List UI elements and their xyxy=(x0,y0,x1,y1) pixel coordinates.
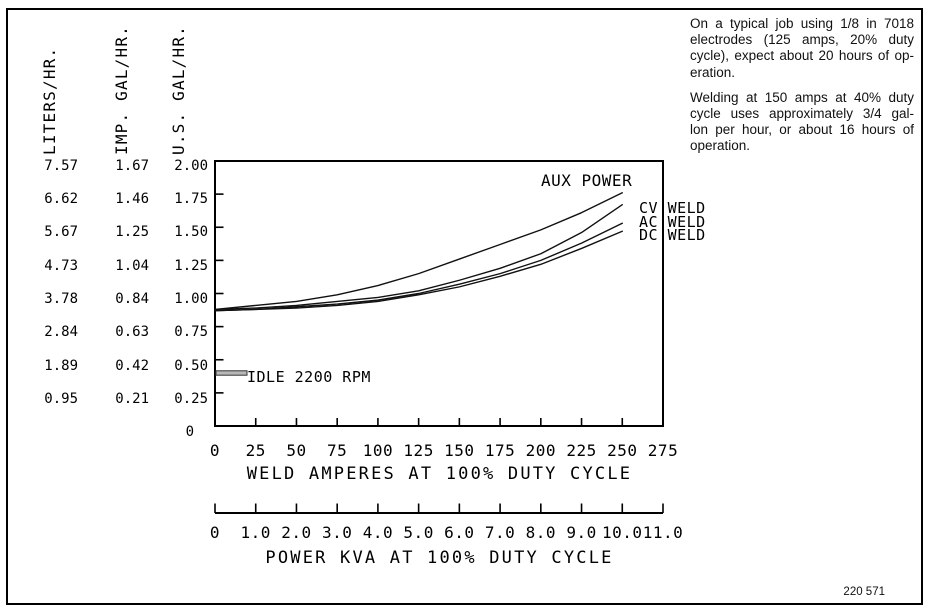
y-tick-value: 0.42 xyxy=(115,357,149,374)
tick-label: 5.0 xyxy=(403,523,434,542)
curve-label-aux-power: AUX POWER xyxy=(541,171,633,190)
curve-label-dc-weld: DC WELD xyxy=(639,225,706,244)
y-tick-value: 3.78 xyxy=(44,290,78,307)
y-tick-value: 1.25 xyxy=(115,224,149,241)
y-tick-value: 1.46 xyxy=(115,190,149,207)
note-line: lon per hour, or about 16 hours of xyxy=(690,122,914,138)
y-tick-value: 1.04 xyxy=(115,257,149,274)
y-tick-value: 1.67 xyxy=(115,157,149,174)
operation-notes: On a typical job using 1/8 in 7018 electr… xyxy=(690,16,914,155)
note-line: operation. xyxy=(690,138,751,154)
y-axis-label-us-gal: U.S. GAL/HR. xyxy=(169,25,188,155)
y-tick-value: 5.67 xyxy=(44,224,78,241)
y-axis-label-imp-gal: IMP. GAL/HR. xyxy=(112,25,131,155)
tick-label: 75 xyxy=(327,441,348,460)
y-tick-value: 1.25 xyxy=(174,257,208,274)
note-line: cycle), expect about 20 hours of op- xyxy=(690,48,914,64)
tick-label: 10.0 xyxy=(602,523,643,542)
tick-label: 8.0 xyxy=(525,523,557,542)
note-line: electrodes (125 amps, 20% duty xyxy=(690,32,914,48)
kva-axis-tick-labels: 0 1.0 2.0 3.0 4.0 5.0 6.0 7.0 8.0 9.0 10.0 11.0 xyxy=(210,523,683,542)
tick-label: 275 xyxy=(647,441,679,460)
amp-axis-tick-labels: 0 25 50 75 100 125 150 175 200 225 250 275 xyxy=(210,441,678,460)
tick-label: 100 xyxy=(362,441,394,460)
note-line: cycle uses approximately 3/4 gal- xyxy=(690,106,914,122)
y-tick-value: 0.95 xyxy=(44,390,78,407)
tick-label: 200 xyxy=(525,441,557,460)
curve-label-ac-weld: AC WELD xyxy=(639,212,706,231)
tick-label: 50 xyxy=(286,441,307,460)
page-border xyxy=(6,8,923,605)
y-tick-value: 0 xyxy=(185,424,194,441)
note-paragraph: On a typical job using 1/8 in 7018 electr… xyxy=(690,16,914,81)
note-paragraph: Welding at 150 amps at 40% duty cycle use… xyxy=(690,90,914,155)
y-tick-value: 1.50 xyxy=(174,224,208,241)
y-tick-value: 7.57 xyxy=(44,157,78,174)
tick-label: 11.0 xyxy=(642,523,684,542)
tick-label: 2.0 xyxy=(281,523,312,542)
y-tick-value: 6.62 xyxy=(44,190,78,207)
y-tick-value: 0.21 xyxy=(115,390,149,407)
y-tick-value: 2.00 xyxy=(174,157,208,174)
tick-label: 0 xyxy=(209,523,221,542)
tick-label: 4.0 xyxy=(362,523,394,542)
note-line: On a typical job using 1/8 in 7018 xyxy=(690,16,914,31)
y-tick-value: 1.00 xyxy=(174,290,208,307)
y-tick-value: 1.75 xyxy=(174,190,208,207)
tick-label: 7.0 xyxy=(484,523,516,542)
part-number: 220 571 xyxy=(843,586,885,598)
tick-label: 6.0 xyxy=(444,523,475,542)
y-tick-value: 0.84 xyxy=(115,290,149,307)
tick-label: 225 xyxy=(566,441,597,460)
plot-area xyxy=(214,160,664,427)
y-tick-value: 4.73 xyxy=(44,257,78,274)
tick-label: 175 xyxy=(484,441,516,460)
tick-label: 25 xyxy=(245,441,266,460)
y-tick-value: 2.84 xyxy=(44,324,78,341)
tick-label: 0 xyxy=(209,441,221,460)
y-tick-value: 1.89 xyxy=(44,357,78,374)
note-line: Welding at 150 amps at 40% duty xyxy=(690,89,914,105)
y-tick-value: 0.75 xyxy=(174,324,208,341)
tick-label: 250 xyxy=(607,441,638,460)
y-tick-value: 0.63 xyxy=(115,324,149,341)
y-tick-value: 0.25 xyxy=(174,390,208,407)
kva-axis-title: POWER KVA AT 100% DUTY CYCLE xyxy=(265,548,614,568)
tick-label: 150 xyxy=(444,441,475,460)
tick-label: 3.0 xyxy=(321,523,353,542)
curve-label-cv-weld: CV WELD xyxy=(639,199,706,217)
tick-label: 9.0 xyxy=(566,523,597,542)
tick-label: 1.0 xyxy=(240,523,271,542)
y-axis-label-liters: LITERS/HR. xyxy=(40,46,59,155)
amp-axis-title: WELD AMPERES AT 100% DUTY CYCLE xyxy=(246,464,633,484)
note-line: eration. xyxy=(690,64,736,80)
idle-marker-label: IDLE 2200 RPM xyxy=(247,368,371,386)
kva-axis xyxy=(214,503,664,514)
tick-label: 125 xyxy=(403,441,434,460)
y-tick-value: 0.50 xyxy=(174,357,208,374)
